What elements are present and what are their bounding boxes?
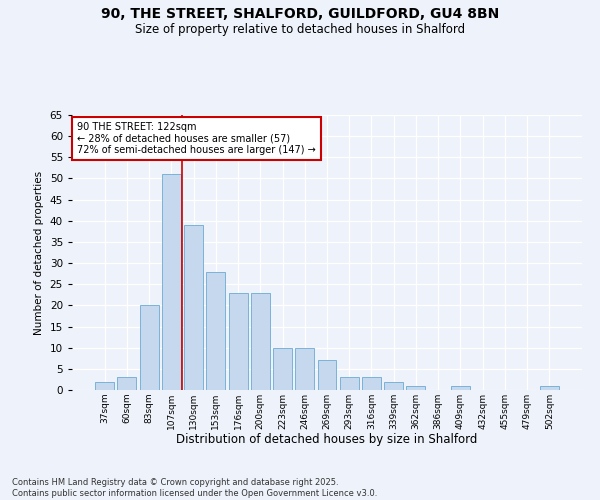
Bar (118, 378, 136, 390)
Text: Contains HM Land Registry data © Crown copyright and database right 2025.
Contai: Contains HM Land Registry data © Crown c… (12, 478, 377, 498)
Bar (540, 386, 559, 390)
Bar (229, 292, 248, 390)
Text: 90, THE STREET, SHALFORD, GUILDFORD, GU4 8BN: 90, THE STREET, SHALFORD, GUILDFORD, GU4… (101, 8, 499, 22)
Bar (140, 306, 158, 390)
Text: Distribution of detached houses by size in Shalford: Distribution of detached houses by size … (176, 432, 478, 446)
Bar (273, 348, 292, 390)
Text: Size of property relative to detached houses in Shalford: Size of property relative to detached ho… (135, 22, 465, 36)
Bar (184, 225, 203, 390)
Bar (317, 360, 337, 390)
Y-axis label: Number of detached properties: Number of detached properties (34, 170, 44, 334)
Bar (95, 382, 114, 390)
Text: 90 THE STREET: 122sqm
← 28% of detached houses are smaller (57)
72% of semi-deta: 90 THE STREET: 122sqm ← 28% of detached … (77, 122, 316, 155)
Bar (384, 382, 403, 390)
Bar (295, 348, 314, 390)
Bar (362, 378, 381, 390)
Bar (451, 386, 470, 390)
Bar (162, 174, 181, 390)
Bar (340, 378, 359, 390)
Bar (406, 386, 425, 390)
Bar (206, 272, 225, 390)
Bar (251, 292, 270, 390)
